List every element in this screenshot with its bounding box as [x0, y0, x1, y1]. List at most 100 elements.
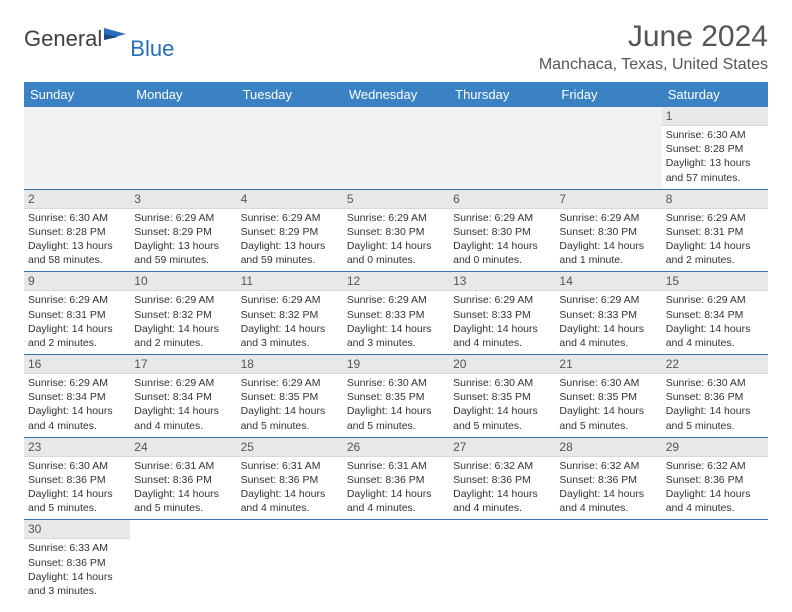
weekday-header: Monday — [130, 82, 236, 107]
day-details: Sunrise: 6:31 AMSunset: 8:36 PMDaylight:… — [130, 457, 236, 520]
calendar-cell: 26Sunrise: 6:31 AMSunset: 8:36 PMDayligh… — [343, 437, 449, 520]
calendar-cell: 23Sunrise: 6:30 AMSunset: 8:36 PMDayligh… — [24, 437, 130, 520]
day-number: 22 — [662, 355, 768, 374]
day-number: 29 — [662, 438, 768, 457]
day-details: Sunrise: 6:30 AMSunset: 8:36 PMDaylight:… — [24, 457, 130, 520]
calendar-cell: 2Sunrise: 6:30 AMSunset: 8:28 PMDaylight… — [24, 189, 130, 272]
location: Manchaca, Texas, United States — [539, 56, 768, 74]
calendar-cell: 18Sunrise: 6:29 AMSunset: 8:35 PMDayligh… — [237, 355, 343, 438]
day-details: Sunrise: 6:29 AMSunset: 8:34 PMDaylight:… — [24, 374, 130, 437]
day-number: 20 — [449, 355, 555, 374]
day-details: Sunrise: 6:31 AMSunset: 8:36 PMDaylight:… — [343, 457, 449, 520]
day-number: 27 — [449, 438, 555, 457]
day-number: 26 — [343, 438, 449, 457]
calendar-cell — [130, 520, 236, 602]
day-details: Sunrise: 6:29 AMSunset: 8:32 PMDaylight:… — [237, 291, 343, 354]
calendar-row: 9Sunrise: 6:29 AMSunset: 8:31 PMDaylight… — [24, 272, 768, 355]
day-number: 24 — [130, 438, 236, 457]
calendar-cell: 30Sunrise: 6:33 AMSunset: 8:36 PMDayligh… — [24, 520, 130, 602]
calendar-cell: 13Sunrise: 6:29 AMSunset: 8:33 PMDayligh… — [449, 272, 555, 355]
day-number: 12 — [343, 272, 449, 291]
day-number: 14 — [555, 272, 661, 291]
calendar-row: 2Sunrise: 6:30 AMSunset: 8:28 PMDaylight… — [24, 189, 768, 272]
calendar-cell: 4Sunrise: 6:29 AMSunset: 8:29 PMDaylight… — [237, 189, 343, 272]
calendar-cell: 3Sunrise: 6:29 AMSunset: 8:29 PMDaylight… — [130, 189, 236, 272]
calendar-cell — [130, 107, 236, 189]
calendar-cell: 24Sunrise: 6:31 AMSunset: 8:36 PMDayligh… — [130, 437, 236, 520]
header: General Blue June 2024 Manchaca, Texas, … — [24, 20, 768, 74]
day-number: 21 — [555, 355, 661, 374]
calendar-cell: 21Sunrise: 6:30 AMSunset: 8:35 PMDayligh… — [555, 355, 661, 438]
calendar-body: 1 Sunrise: 6:30 AMSunset: 8:28 PMDaylight… — [24, 107, 768, 602]
weekday-header: Tuesday — [237, 82, 343, 107]
calendar-cell — [237, 107, 343, 189]
weekday-header: Wednesday — [343, 82, 449, 107]
day-details: Sunrise: 6:29 AMSunset: 8:31 PMDaylight:… — [24, 291, 130, 354]
calendar-cell — [343, 520, 449, 602]
day-number: 11 — [237, 272, 343, 291]
weekday-header: Sunday — [24, 82, 130, 107]
day-details: Sunrise: 6:30 AMSunset: 8:36 PMDaylight:… — [662, 374, 768, 437]
day-number: 23 — [24, 438, 130, 457]
calendar-cell: 28Sunrise: 6:32 AMSunset: 8:36 PMDayligh… — [555, 437, 661, 520]
calendar-cell: 16Sunrise: 6:29 AMSunset: 8:34 PMDayligh… — [24, 355, 130, 438]
title-block: June 2024 Manchaca, Texas, United States — [539, 20, 768, 74]
day-number: 25 — [237, 438, 343, 457]
day-details: Sunrise: 6:29 AMSunset: 8:32 PMDaylight:… — [130, 291, 236, 354]
calendar-cell: 14Sunrise: 6:29 AMSunset: 8:33 PMDayligh… — [555, 272, 661, 355]
calendar-cell: 8Sunrise: 6:29 AMSunset: 8:31 PMDaylight… — [662, 189, 768, 272]
calendar-cell — [449, 107, 555, 189]
logo: General Blue — [24, 26, 174, 52]
calendar-cell: 10Sunrise: 6:29 AMSunset: 8:32 PMDayligh… — [130, 272, 236, 355]
day-number: 10 — [130, 272, 236, 291]
day-details: Sunrise: 6:30 AMSunset: 8:28 PMDaylight:… — [24, 209, 130, 272]
calendar-cell: 9Sunrise: 6:29 AMSunset: 8:31 PMDaylight… — [24, 272, 130, 355]
calendar-cell: 15Sunrise: 6:29 AMSunset: 8:34 PMDayligh… — [662, 272, 768, 355]
logo-flag-icon — [104, 26, 130, 49]
calendar-cell: 19Sunrise: 6:30 AMSunset: 8:35 PMDayligh… — [343, 355, 449, 438]
calendar-cell: 20Sunrise: 6:30 AMSunset: 8:35 PMDayligh… — [449, 355, 555, 438]
day-number: 2 — [24, 190, 130, 209]
day-details: Sunrise: 6:29 AMSunset: 8:35 PMDaylight:… — [237, 374, 343, 437]
weekday-header: Thursday — [449, 82, 555, 107]
calendar-cell: 17Sunrise: 6:29 AMSunset: 8:34 PMDayligh… — [130, 355, 236, 438]
calendar-cell: 27Sunrise: 6:32 AMSunset: 8:36 PMDayligh… — [449, 437, 555, 520]
day-details: Sunrise: 6:29 AMSunset: 8:33 PMDaylight:… — [555, 291, 661, 354]
calendar-cell — [555, 107, 661, 189]
calendar-row: 16Sunrise: 6:29 AMSunset: 8:34 PMDayligh… — [24, 355, 768, 438]
calendar-cell: 1Sunrise: 6:30 AMSunset: 8:28 PMDaylight… — [662, 107, 768, 189]
day-details: Sunrise: 6:29 AMSunset: 8:34 PMDaylight:… — [662, 291, 768, 354]
calendar-cell: 25Sunrise: 6:31 AMSunset: 8:36 PMDayligh… — [237, 437, 343, 520]
day-details: Sunrise: 6:29 AMSunset: 8:30 PMDaylight:… — [343, 209, 449, 272]
day-details: Sunrise: 6:33 AMSunset: 8:36 PMDaylight:… — [24, 539, 130, 602]
calendar-cell: 29Sunrise: 6:32 AMSunset: 8:36 PMDayligh… — [662, 437, 768, 520]
day-details: Sunrise: 6:32 AMSunset: 8:36 PMDaylight:… — [449, 457, 555, 520]
day-details: Sunrise: 6:30 AMSunset: 8:35 PMDaylight:… — [555, 374, 661, 437]
day-details: Sunrise: 6:30 AMSunset: 8:35 PMDaylight:… — [343, 374, 449, 437]
calendar-cell: 5Sunrise: 6:29 AMSunset: 8:30 PMDaylight… — [343, 189, 449, 272]
month-title: June 2024 — [539, 20, 768, 54]
day-number: 5 — [343, 190, 449, 209]
calendar-cell — [24, 107, 130, 189]
day-details: Sunrise: 6:29 AMSunset: 8:29 PMDaylight:… — [237, 209, 343, 272]
day-details: Sunrise: 6:29 AMSunset: 8:29 PMDaylight:… — [130, 209, 236, 272]
day-details: Sunrise: 6:29 AMSunset: 8:30 PMDaylight:… — [449, 209, 555, 272]
day-number: 17 — [130, 355, 236, 374]
day-details: Sunrise: 6:32 AMSunset: 8:36 PMDaylight:… — [555, 457, 661, 520]
day-number: 13 — [449, 272, 555, 291]
calendar-cell: 22Sunrise: 6:30 AMSunset: 8:36 PMDayligh… — [662, 355, 768, 438]
calendar-cell — [662, 520, 768, 602]
calendar-cell — [237, 520, 343, 602]
day-details: Sunrise: 6:30 AMSunset: 8:35 PMDaylight:… — [449, 374, 555, 437]
day-number: 16 — [24, 355, 130, 374]
day-number: 3 — [130, 190, 236, 209]
calendar-cell: 6Sunrise: 6:29 AMSunset: 8:30 PMDaylight… — [449, 189, 555, 272]
day-number: 1 — [662, 107, 768, 126]
calendar-cell — [449, 520, 555, 602]
logo-text-accent: Blue — [130, 36, 174, 62]
day-number: 7 — [555, 190, 661, 209]
day-details: Sunrise: 6:32 AMSunset: 8:36 PMDaylight:… — [662, 457, 768, 520]
calendar-cell: 11Sunrise: 6:29 AMSunset: 8:32 PMDayligh… — [237, 272, 343, 355]
day-number: 28 — [555, 438, 661, 457]
calendar-row: 30Sunrise: 6:33 AMSunset: 8:36 PMDayligh… — [24, 520, 768, 602]
